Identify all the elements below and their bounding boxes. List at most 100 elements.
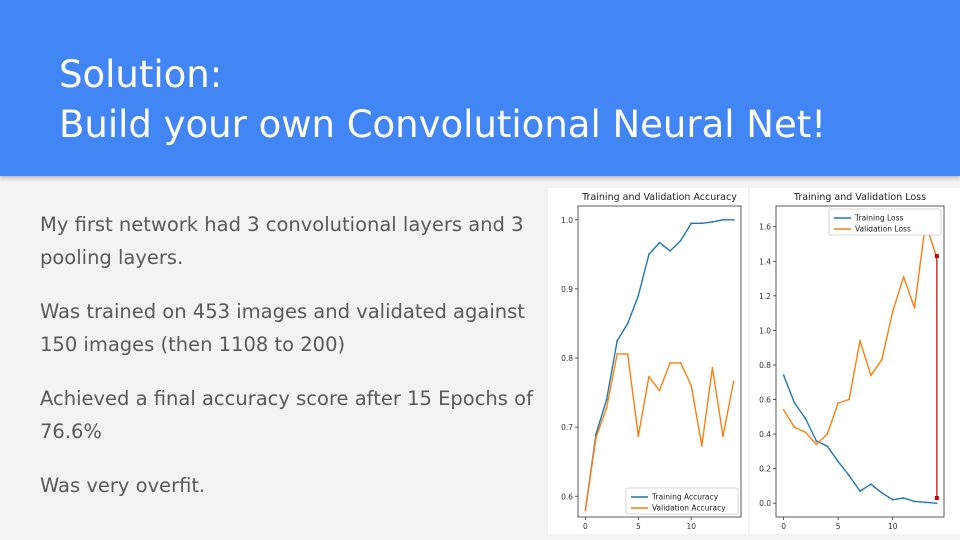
bullet-item: Was very overfit.: [40, 474, 206, 497]
slide-title-line-2: Build your own Convolutional Neural Net!: [59, 103, 827, 146]
data-point: [658, 389, 661, 392]
data-point: [722, 218, 724, 221]
title-bar: Solution: Build your own Convolutional N…: [0, 0, 960, 176]
y-tick-label: 0.0: [759, 499, 771, 508]
data-point: [722, 435, 724, 438]
data-point: [637, 435, 640, 438]
overfit-gap-marker-bottom: [934, 495, 939, 500]
bullet-item: My first network had 3 convolutional lay…: [40, 213, 524, 269]
x-tick-label: 0: [781, 522, 786, 531]
data-point: [804, 431, 807, 434]
chart-title: Training and Validation Accuracy: [581, 192, 737, 203]
data-point: [637, 294, 640, 297]
data-point: [700, 444, 703, 447]
legend-label: Validation Accuracy: [652, 504, 726, 513]
data-point: [626, 322, 629, 325]
chart-title: Training and Validation Loss: [793, 192, 926, 203]
series-line-1: [783, 222, 938, 446]
data-point: [826, 445, 829, 448]
x-tick-label: 10: [686, 522, 696, 531]
data-point: [626, 352, 629, 355]
y-tick-label: 1.2: [759, 292, 771, 301]
data-point: [616, 339, 619, 342]
x-tick-label: 10: [888, 522, 898, 531]
x-tick-label: 0: [583, 522, 588, 531]
data-point: [782, 408, 785, 411]
data-point: [891, 310, 894, 313]
loss-chart: Training and Validation Loss 0.0 0.2 0.4 0.6…: [750, 188, 960, 534]
data-point: [815, 440, 818, 442]
data-point: [902, 275, 905, 278]
series-line-0: [584, 219, 734, 511]
data-point: [880, 491, 883, 494]
x-tick-label: 5: [836, 522, 841, 531]
legend-label: Training Accuracy: [651, 493, 719, 502]
data-point: [837, 402, 840, 404]
y-tick-label: 0.6: [561, 492, 573, 501]
bullet-item: Achieved a final accuracy score after 15…: [40, 387, 533, 443]
data-point: [793, 402, 796, 404]
legend-label: Training Loss: [854, 214, 904, 223]
data-point: [804, 417, 807, 420]
y-tick-label: 0.4: [759, 430, 771, 439]
data-point: [658, 241, 661, 244]
data-point: [669, 250, 671, 252]
data-point: [870, 374, 872, 377]
plot-frame: [577, 205, 742, 518]
data-point: [732, 218, 735, 221]
data-point: [913, 500, 916, 503]
series-line-1: [584, 353, 735, 511]
data-point: [690, 222, 693, 225]
y-tick-label: 0.2: [759, 465, 771, 474]
data-point: [793, 426, 796, 429]
data-point: [880, 358, 883, 361]
data-point: [848, 474, 850, 477]
data-point: [859, 490, 861, 492]
data-point: [924, 501, 927, 504]
data-point: [815, 443, 818, 446]
data-point: [891, 498, 894, 501]
bullet-list: My first network had 3 convolutional lay…: [40, 208, 560, 523]
data-point: [669, 361, 671, 364]
legend-box: [625, 487, 739, 515]
data-point: [648, 253, 650, 256]
series-line-0: [782, 375, 937, 504]
y-tick-label: 1.4: [759, 257, 771, 266]
y-tick-label: 0.8: [759, 361, 771, 370]
data-point: [690, 384, 693, 387]
y-tick-label: 1.6: [759, 223, 771, 232]
overfit-gap-marker-top: [934, 254, 939, 259]
data-point: [837, 460, 840, 463]
data-point: [700, 222, 703, 225]
y-tick-label: 0.7: [561, 423, 573, 432]
accuracy-chart: Training and Validation Accuracy 0.6 0.7 0.…: [548, 188, 748, 534]
data-point: [859, 339, 861, 342]
x-tick-label: 5: [636, 522, 641, 531]
bullet-item: Was trained on 453 images and validated …: [40, 300, 525, 356]
accuracy-chart-svg: Training and Validation Accuracy 0.6 0.7 0.…: [561, 192, 742, 531]
plot-frame: [775, 205, 945, 518]
data-point: [584, 509, 587, 511]
data-point: [605, 398, 608, 401]
legend-box: [828, 208, 942, 236]
loss-chart-svg: Training and Validation Loss 0.0 0.2 0.4 0.6…: [759, 192, 945, 531]
legend-label: Validation Loss: [855, 225, 911, 234]
data-point: [902, 497, 905, 499]
y-tick-label: 1.0: [561, 216, 573, 225]
y-tick-label: 1.0: [759, 326, 771, 335]
data-point: [870, 483, 872, 486]
data-point: [848, 398, 850, 401]
data-point: [605, 406, 608, 409]
y-tick-label: 0.9: [561, 285, 573, 294]
y-tick-label: 0.8: [561, 354, 573, 363]
data-point: [711, 366, 714, 369]
slide-title-line-1: Solution:: [59, 53, 223, 96]
slide-title: Solution: Build your own Convolutional N…: [59, 50, 826, 150]
data-point: [711, 220, 714, 223]
data-point: [913, 307, 916, 309]
data-point: [826, 433, 829, 435]
y-tick-label: 0.6: [759, 396, 771, 405]
data-point: [679, 239, 682, 242]
data-point: [648, 375, 650, 378]
data-point: [679, 361, 682, 364]
